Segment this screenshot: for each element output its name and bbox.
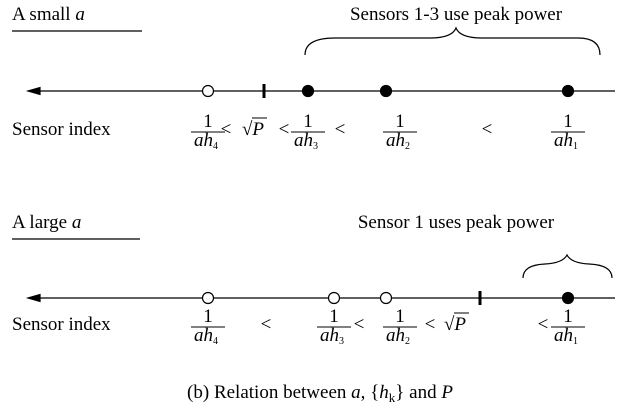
axis-label: Sensor index [12, 119, 111, 140]
relation-symbol: < [538, 314, 549, 335]
fraction-numerator: 1 [203, 111, 213, 132]
caption: (b) Relation between a, {hk} and P [187, 382, 453, 405]
filled-marker [561, 84, 575, 98]
arrowhead [25, 293, 41, 303]
fraction-numerator: 1 [395, 111, 405, 132]
denominator-text: ah [554, 130, 573, 151]
fraction-denominator: ah4 [194, 130, 218, 152]
denominator-subscript: 4 [213, 336, 218, 347]
denominator-text: ah [320, 325, 339, 346]
caption-part: , { [361, 382, 380, 403]
open-marker [327, 291, 341, 305]
title-variable: a [72, 212, 82, 233]
filled-marker [301, 84, 315, 98]
relation-symbol: < [221, 119, 232, 140]
open-marker [201, 291, 215, 305]
sqrt-label: √P [444, 314, 466, 335]
brace [522, 253, 613, 279]
brace [304, 26, 601, 56]
fraction-denominator: ah4 [194, 325, 218, 347]
filled-marker [379, 84, 393, 98]
arrowhead [25, 86, 41, 96]
denominator-text: ah [294, 130, 313, 151]
fraction-numerator: 1 [303, 111, 313, 132]
fraction-denominator: ah1 [554, 130, 578, 152]
fraction-numerator: 1 [395, 306, 405, 327]
filled-marker [561, 291, 575, 305]
denominator-text: ah [386, 325, 405, 346]
relation-symbol: < [279, 119, 290, 140]
caption-part: k [389, 390, 396, 405]
relation-symbol: < [354, 314, 365, 335]
denominator-subscript: 1 [573, 141, 578, 152]
caption-part: h [379, 382, 389, 403]
panel-1-graphics [12, 26, 615, 98]
denominator-text: ah [554, 325, 573, 346]
panel-2-graphics [12, 238, 615, 305]
texts: A small a Sensors 1-3 use peak power Senso… [12, 4, 585, 347]
sqrt-label: √P [242, 119, 264, 140]
axis-label: Sensor index [12, 314, 111, 335]
relation-symbol: < [335, 119, 346, 140]
caption-part: a [351, 382, 361, 403]
denominator-text: ah [194, 325, 213, 346]
caption-part: } and [395, 382, 441, 403]
brace-label: Sensor 1 uses peak power [358, 212, 555, 233]
relation-symbol: < [482, 119, 493, 140]
fraction-denominator: ah3 [294, 130, 318, 152]
open-marker [201, 84, 215, 98]
title-text: A small [12, 4, 71, 25]
title-variable: a [75, 4, 85, 25]
denominator-subscript: 2 [405, 141, 410, 152]
fraction-denominator: ah3 [320, 325, 344, 347]
brace-label: Sensors 1-3 use peak power [350, 4, 563, 25]
fraction-numerator: 1 [563, 306, 573, 327]
fraction-numerator: 1 [203, 306, 213, 327]
caption-part: (b) Relation between [187, 382, 351, 403]
relation-symbol: < [425, 314, 436, 335]
open-marker [379, 291, 393, 305]
fraction-denominator: ah2 [386, 130, 410, 152]
title-text: A large [12, 212, 67, 233]
denominator-subscript: 4 [213, 141, 218, 152]
denominator-subscript: 3 [313, 141, 318, 152]
caption-part: P [440, 382, 453, 403]
panel-title: A large a [12, 212, 81, 233]
panel-title: A small a [12, 4, 85, 25]
fraction-numerator: 1 [329, 306, 339, 327]
fraction-denominator: ah1 [554, 325, 578, 347]
fraction-denominator: ah2 [386, 325, 410, 347]
denominator-subscript: 1 [573, 336, 578, 347]
denominator-subscript: 2 [405, 336, 410, 347]
relation-symbol: < [261, 314, 272, 335]
denominator-subscript: 3 [339, 336, 344, 347]
denominator-text: ah [386, 130, 405, 151]
fraction-numerator: 1 [563, 111, 573, 132]
denominator-text: ah [194, 130, 213, 151]
